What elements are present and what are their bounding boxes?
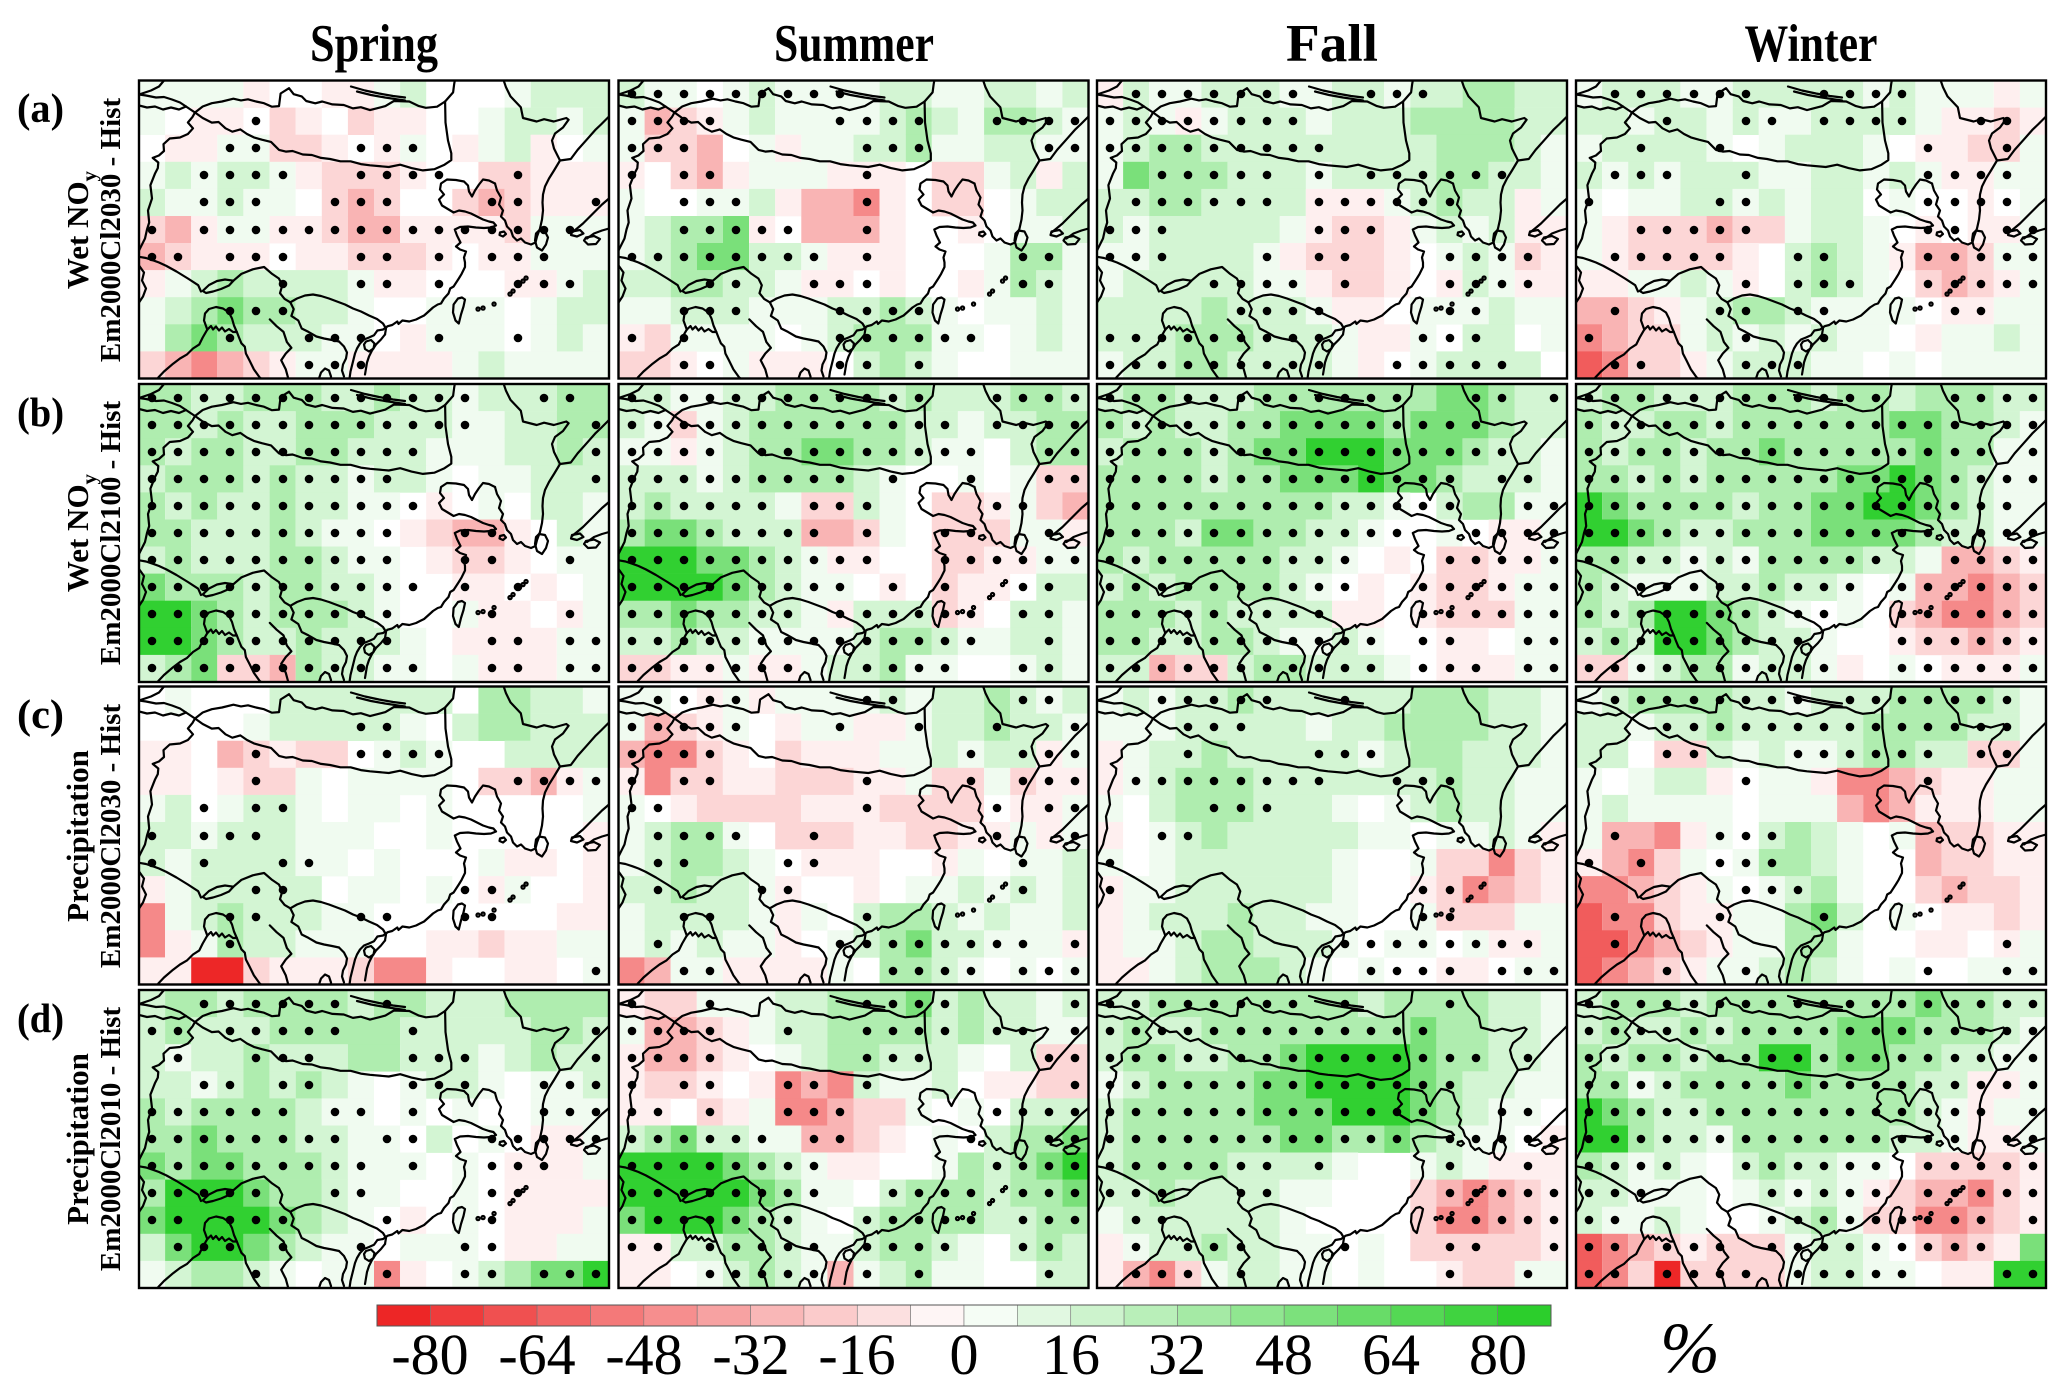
svg-text:-16: -16 <box>818 1322 895 1387</box>
svg-text:Precipitation: Precipitation <box>60 1053 95 1225</box>
svg-text:80: 80 <box>1469 1322 1527 1387</box>
svg-text:(c): (c) <box>17 691 64 737</box>
svg-text:%: % <box>1660 1308 1720 1388</box>
svg-text:Spring: Spring <box>310 15 438 73</box>
svg-text:Em2000Cl2030 - Hist: Em2000Cl2030 - Hist <box>95 704 127 969</box>
svg-text:Em2000Cl2100 - Hist: Em2000Cl2100 - Hist <box>95 401 127 666</box>
svg-text:Wet NOy: Wet NOy <box>60 170 101 289</box>
svg-text:-48: -48 <box>605 1322 682 1387</box>
svg-text:Em2000Cl2030 - Hist: Em2000Cl2030 - Hist <box>95 98 127 363</box>
svg-text:(b): (b) <box>17 389 64 435</box>
svg-text:Summer: Summer <box>774 15 934 73</box>
svg-text:Wet NOy: Wet NOy <box>60 473 101 592</box>
svg-text:(a): (a) <box>17 85 64 131</box>
svg-text:64: 64 <box>1362 1322 1420 1387</box>
svg-text:(d): (d) <box>17 995 64 1041</box>
svg-text:Em2000Cl2010 - Hist: Em2000Cl2010 - Hist <box>95 1007 127 1272</box>
svg-text:Precipitation: Precipitation <box>60 750 95 922</box>
svg-text:Fall: Fall <box>1286 15 1378 73</box>
svg-text:-32: -32 <box>712 1322 789 1387</box>
svg-text:-64: -64 <box>498 1322 575 1387</box>
svg-text:0: 0 <box>950 1322 979 1387</box>
svg-text:-80: -80 <box>391 1322 468 1387</box>
svg-text:16: 16 <box>1042 1322 1100 1387</box>
svg-text:48: 48 <box>1255 1322 1313 1387</box>
svg-text:32: 32 <box>1148 1322 1206 1387</box>
svg-text:Winter: Winter <box>1745 15 1878 73</box>
